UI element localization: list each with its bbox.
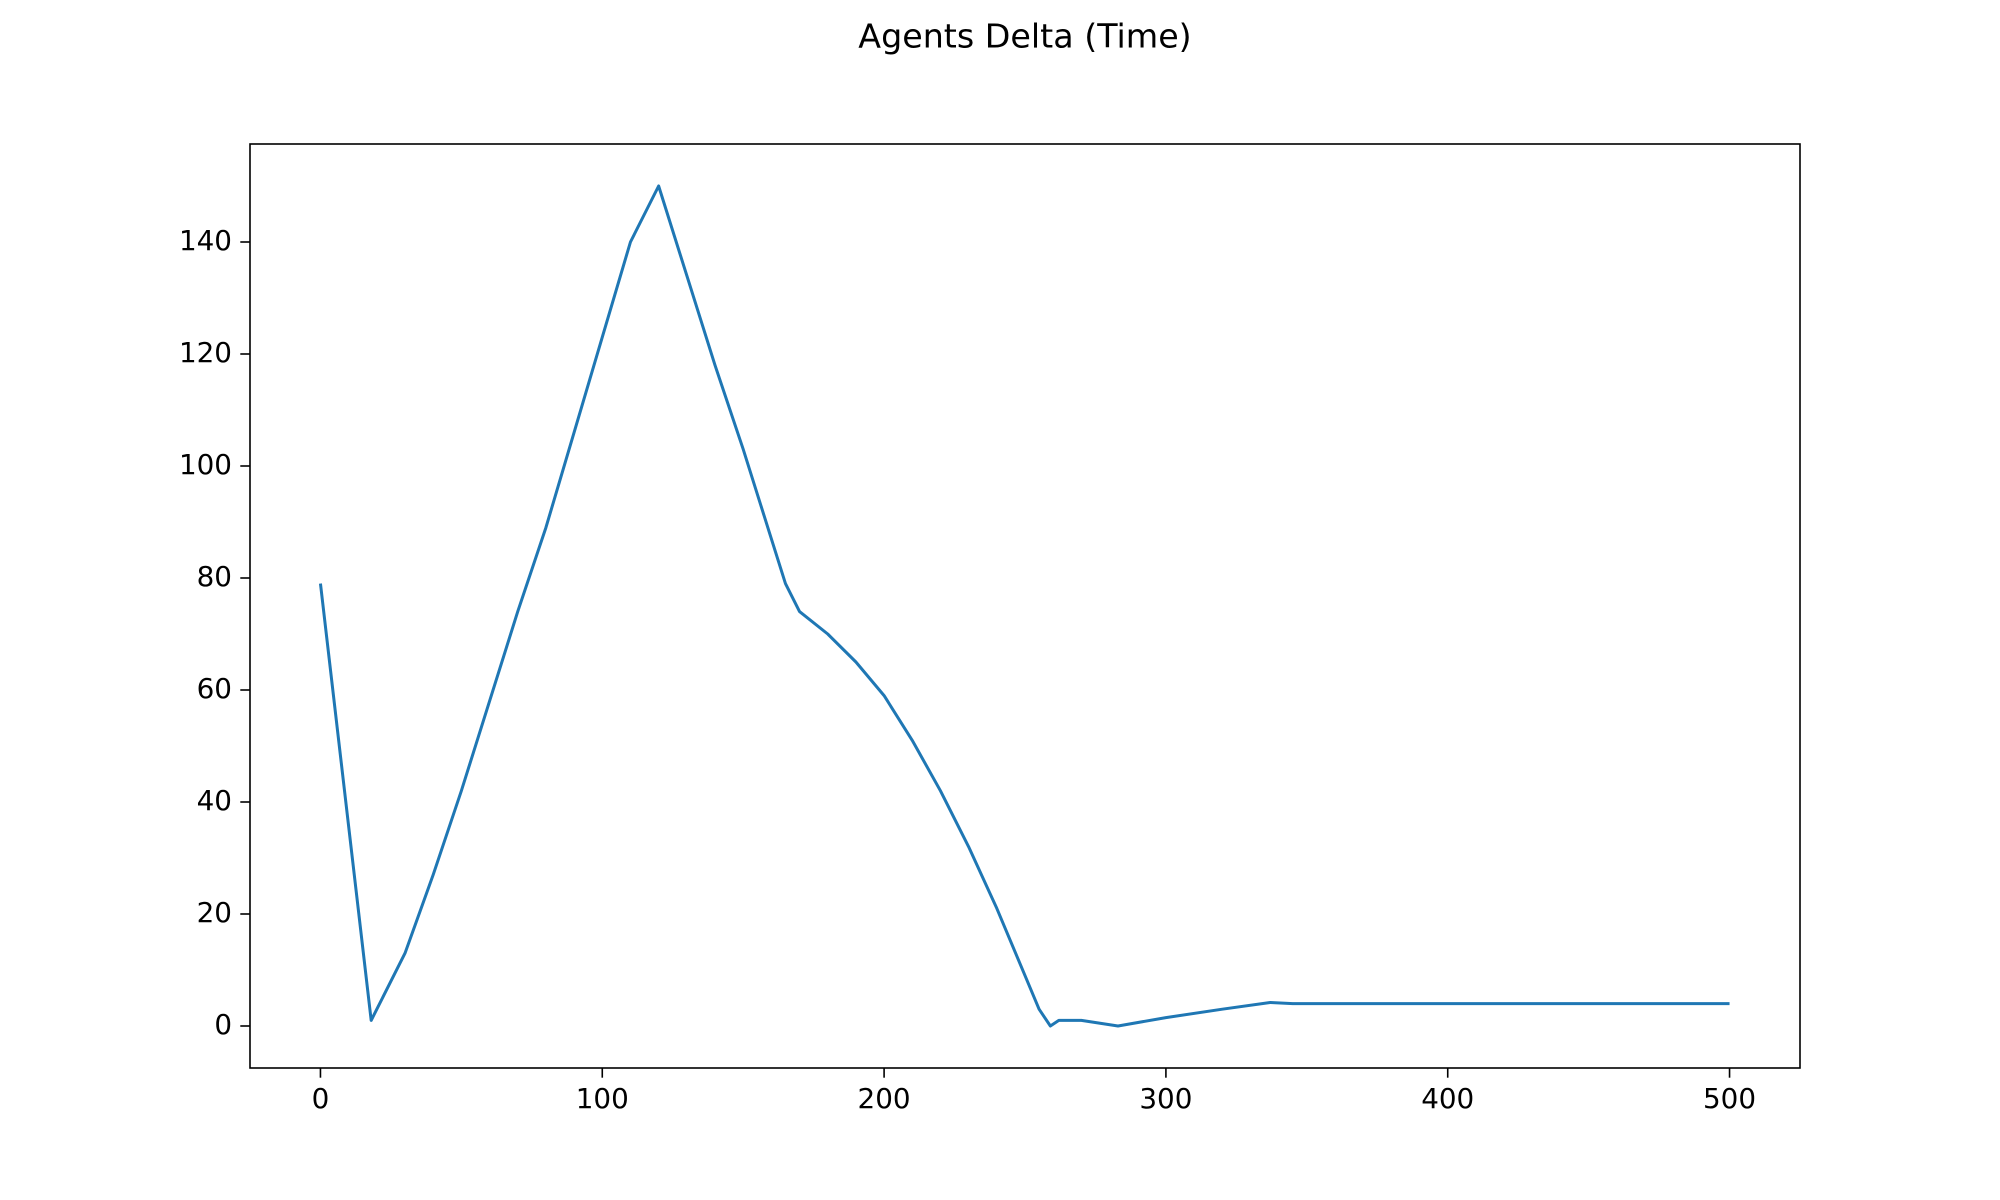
y-tick-label: 100 [179, 448, 232, 481]
y-tick-label: 0 [214, 1008, 232, 1041]
x-tick-label: 0 [312, 1082, 330, 1115]
axes-frame [249, 143, 1801, 1069]
y-tick-label: 140 [179, 224, 232, 257]
x-tick-label: 400 [1421, 1082, 1474, 1115]
y-tick-label: 120 [179, 336, 232, 369]
x-tick-label: 300 [1139, 1082, 1192, 1115]
data-line [318, 184, 1730, 1028]
x-tick-label: 200 [858, 1082, 911, 1115]
y-tick-label: 80 [197, 560, 232, 593]
x-tick-label: 100 [576, 1082, 629, 1115]
y-tick-label: 60 [197, 672, 232, 705]
x-tick-label: 500 [1703, 1082, 1756, 1115]
chart-title: Agents Delta (Time) [858, 17, 1191, 56]
y-tick-label: 40 [197, 784, 232, 817]
y-tick-label: 20 [197, 896, 232, 929]
